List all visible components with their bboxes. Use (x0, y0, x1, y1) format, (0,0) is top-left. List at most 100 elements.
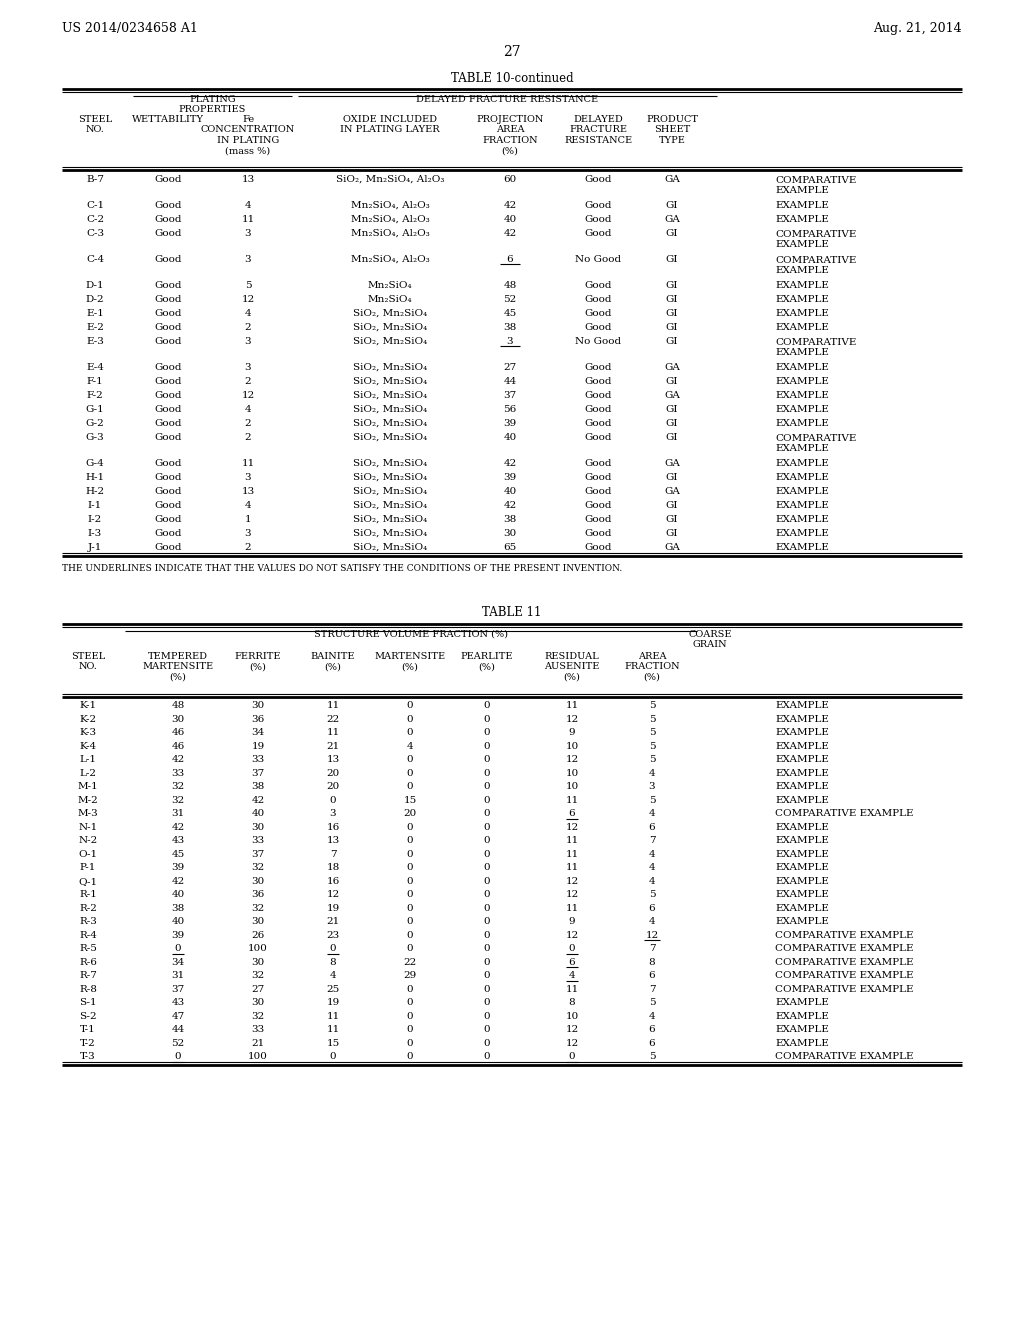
Text: 19: 19 (327, 904, 340, 912)
Text: 11: 11 (565, 863, 579, 873)
Text: AREA
FRACTION
(%): AREA FRACTION (%) (625, 652, 680, 682)
Text: 38: 38 (504, 515, 517, 524)
Text: COMPARATIVE EXAMPLE: COMPARATIVE EXAMPLE (775, 931, 913, 940)
Text: 11: 11 (565, 904, 579, 912)
Text: 6: 6 (648, 1026, 655, 1035)
Text: Good: Good (585, 433, 611, 441)
Text: 0: 0 (483, 917, 490, 927)
Text: 0: 0 (483, 850, 490, 859)
Text: 0: 0 (483, 822, 490, 832)
Text: 12: 12 (565, 890, 579, 899)
Text: 48: 48 (504, 281, 517, 289)
Text: 4: 4 (245, 500, 251, 510)
Text: 6: 6 (648, 972, 655, 981)
Text: 30: 30 (251, 701, 264, 710)
Text: GI: GI (666, 500, 678, 510)
Text: EXAMPLE: EXAMPLE (775, 904, 828, 912)
Text: 8: 8 (568, 998, 575, 1007)
Text: 5: 5 (648, 755, 655, 764)
Text: 39: 39 (171, 931, 184, 940)
Text: R-7: R-7 (79, 972, 97, 981)
Text: 12: 12 (565, 931, 579, 940)
Text: GI: GI (666, 201, 678, 210)
Text: M-3: M-3 (78, 809, 98, 818)
Text: PEARLITE
(%): PEARLITE (%) (461, 652, 513, 672)
Text: C-1: C-1 (86, 201, 104, 210)
Text: 12: 12 (565, 876, 579, 886)
Text: 0: 0 (407, 917, 414, 927)
Text: GA: GA (664, 458, 680, 467)
Text: 0: 0 (483, 742, 490, 751)
Text: 42: 42 (504, 201, 517, 210)
Text: R-5: R-5 (79, 944, 97, 953)
Text: R-1: R-1 (79, 890, 97, 899)
Text: GI: GI (666, 337, 678, 346)
Text: 21: 21 (251, 1039, 264, 1048)
Text: 0: 0 (407, 714, 414, 723)
Text: GI: GI (666, 404, 678, 413)
Text: EXAMPLE: EXAMPLE (775, 186, 828, 195)
Text: E-4: E-4 (86, 363, 104, 371)
Text: 6: 6 (507, 255, 513, 264)
Text: 0: 0 (568, 1052, 575, 1061)
Text: EXAMPLE: EXAMPLE (775, 473, 828, 482)
Text: 0: 0 (483, 972, 490, 981)
Text: 0: 0 (483, 1052, 490, 1061)
Text: 33: 33 (171, 768, 184, 777)
Text: Good: Good (155, 500, 181, 510)
Text: GI: GI (666, 473, 678, 482)
Text: 38: 38 (251, 783, 264, 791)
Text: Good: Good (585, 322, 611, 331)
Text: 10: 10 (565, 783, 579, 791)
Text: EXAMPLE: EXAMPLE (775, 267, 828, 275)
Text: Good: Good (155, 228, 181, 238)
Text: EXAMPLE: EXAMPLE (775, 998, 828, 1007)
Text: 32: 32 (251, 863, 264, 873)
Text: COMPARATIVE: COMPARATIVE (775, 176, 856, 185)
Text: 21: 21 (327, 917, 340, 927)
Text: 16: 16 (327, 876, 340, 886)
Text: 0: 0 (483, 837, 490, 845)
Text: 4: 4 (568, 972, 575, 981)
Text: 13: 13 (242, 487, 255, 495)
Text: Good: Good (585, 281, 611, 289)
Text: R-6: R-6 (79, 958, 97, 966)
Text: 0: 0 (330, 1052, 336, 1061)
Text: EXAMPLE: EXAMPLE (775, 742, 828, 751)
Text: 6: 6 (648, 1039, 655, 1048)
Text: SiO₂, Mn₂SiO₄: SiO₂, Mn₂SiO₄ (353, 515, 427, 524)
Text: 0: 0 (483, 796, 490, 805)
Text: G-4: G-4 (86, 458, 104, 467)
Text: Good: Good (155, 309, 181, 318)
Text: 6: 6 (568, 809, 575, 818)
Text: 39: 39 (504, 473, 517, 482)
Text: EXAMPLE: EXAMPLE (775, 701, 828, 710)
Text: EXAMPLE: EXAMPLE (775, 391, 828, 400)
Text: DELAYED FRACTURE RESISTANCE: DELAYED FRACTURE RESISTANCE (417, 95, 599, 104)
Text: 37: 37 (504, 391, 517, 400)
Text: 20: 20 (327, 768, 340, 777)
Text: EXAMPLE: EXAMPLE (775, 714, 828, 723)
Text: 0: 0 (407, 1039, 414, 1048)
Text: 4: 4 (648, 850, 655, 859)
Text: 60: 60 (504, 174, 517, 183)
Text: SiO₂, Mn₂SiO₄: SiO₂, Mn₂SiO₄ (353, 500, 427, 510)
Text: 12: 12 (565, 755, 579, 764)
Text: 0: 0 (407, 944, 414, 953)
Text: 11: 11 (242, 458, 255, 467)
Text: EXAMPLE: EXAMPLE (775, 876, 828, 886)
Text: 40: 40 (171, 890, 184, 899)
Text: 3: 3 (245, 363, 251, 371)
Text: 13: 13 (327, 755, 340, 764)
Text: 3: 3 (245, 473, 251, 482)
Text: 30: 30 (251, 998, 264, 1007)
Text: F-1: F-1 (87, 376, 103, 385)
Text: EXAMPLE: EXAMPLE (775, 850, 828, 859)
Text: 42: 42 (171, 822, 184, 832)
Text: Good: Good (585, 294, 611, 304)
Text: 0: 0 (407, 768, 414, 777)
Text: 42: 42 (251, 796, 264, 805)
Text: 32: 32 (171, 783, 184, 791)
Text: 12: 12 (242, 294, 255, 304)
Text: SiO₂, Mn₂SiO₄: SiO₂, Mn₂SiO₄ (353, 376, 427, 385)
